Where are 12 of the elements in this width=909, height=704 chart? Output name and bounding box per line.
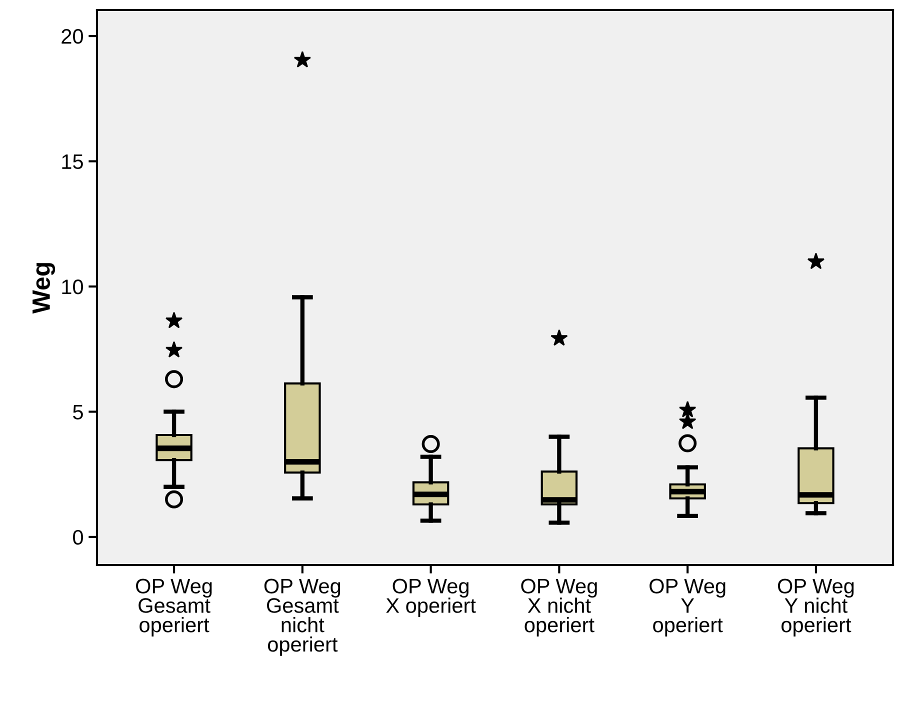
x-tick-label: OP Weg Gesamt operiert [136,578,212,636]
x-tick-label: OP Weg Y operiert [650,578,726,636]
x-tick-label: OP Weg X operiert [386,578,476,618]
x-tick-label: OP Weg Gesamt nicht operiert [264,578,340,656]
y-tick-label: 15 [62,154,83,170]
x-tick-label: OP Weg X nicht operiert [521,578,597,636]
y-tick-label: 5 [73,404,83,420]
x-tick-label: OP Weg Y nicht operiert [778,578,854,636]
y-axis-title: Weg [32,263,56,314]
y-tick-label: 10 [62,280,83,294]
y-tick-label: 0 [73,530,83,545]
y-tick-label: 20 [62,29,83,44]
